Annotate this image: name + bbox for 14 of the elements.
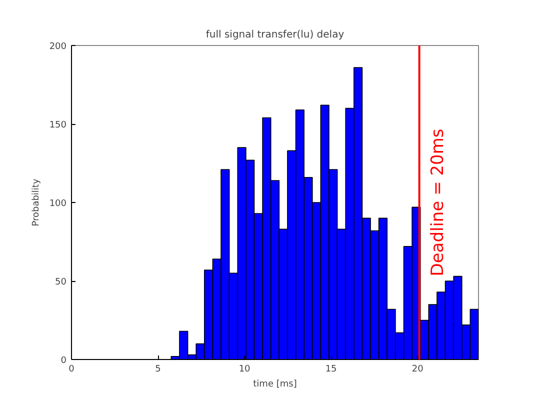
y-tick-label: 100 [49, 199, 67, 209]
x-tick-label: 5 [155, 364, 161, 374]
ref-line-label: Deadline = 20ms [428, 128, 448, 276]
y-tick-label: 200 [49, 42, 67, 52]
x-tick-label: 15 [325, 364, 337, 374]
y-tick-label: 0 [60, 356, 67, 366]
x-axis-title: time [ms] [253, 380, 297, 390]
x-tick-label: 0 [68, 364, 75, 374]
y-tick-label: 50 [55, 278, 67, 288]
chart-title: full signal transfer(lu) delay [206, 30, 344, 40]
x-tick-label: 20 [412, 364, 424, 374]
y-tick-label: 150 [49, 120, 67, 130]
x-tick-label: 10 [238, 364, 251, 374]
y-axis-title: Probability [31, 178, 42, 226]
